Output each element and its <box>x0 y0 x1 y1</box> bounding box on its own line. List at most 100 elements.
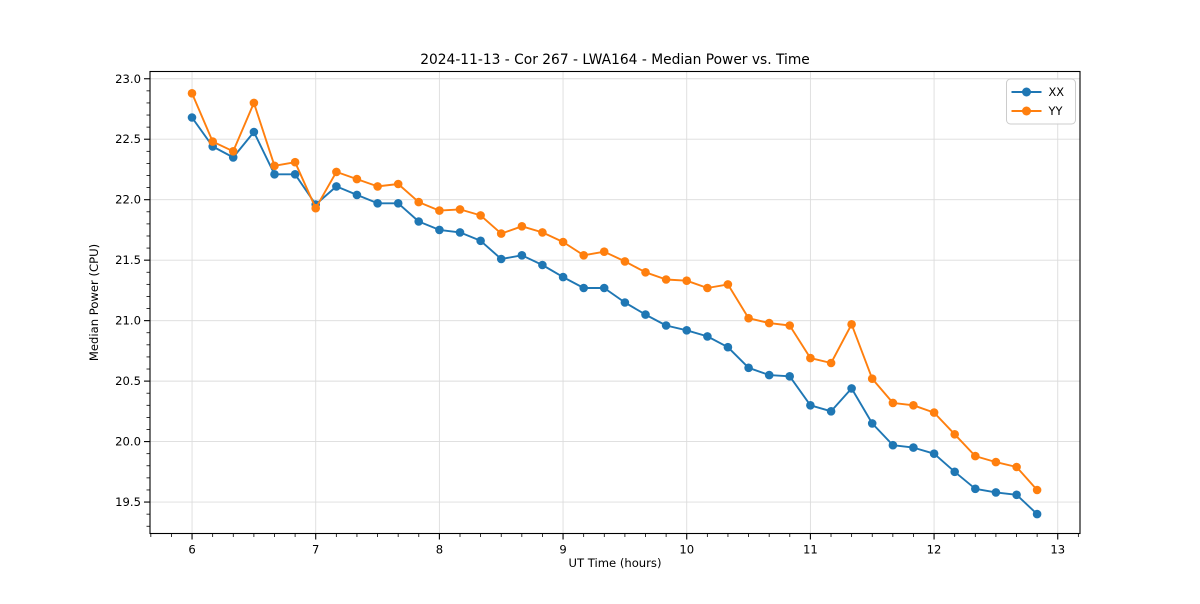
data-point-yy <box>971 451 980 461</box>
data-point-yy <box>1032 485 1042 495</box>
data-point-yy <box>517 222 527 231</box>
data-point-xx <box>620 298 630 307</box>
data-point-xx <box>723 342 733 352</box>
data-point-yy <box>867 374 877 384</box>
data-point-yy <box>785 321 794 330</box>
data-point-yy <box>641 268 650 277</box>
data-point-xx <box>950 467 959 477</box>
y-tick-label: 19.5 <box>115 495 141 509</box>
data-point-xx <box>703 332 712 341</box>
data-point-yy <box>311 203 321 213</box>
data-point-xx <box>352 190 362 200</box>
data-point-xx <box>1032 509 1042 519</box>
data-point-xx <box>991 488 1001 497</box>
series-line-yy <box>191 92 1038 491</box>
data-point-yy <box>723 280 733 289</box>
legend-entry-yy: YY <box>1048 104 1063 118</box>
axes: 6 7 8 9 10 11 12 13 19.5 20.0 20.5 21.0 21.5 22.0 22.5… <box>115 70 1081 557</box>
data-point-xx <box>682 326 691 335</box>
data-point-yy <box>352 174 362 184</box>
data-point-xx <box>270 170 279 179</box>
data-point-yy <box>991 457 1001 467</box>
data-point-yy <box>579 251 588 260</box>
data-point-xx <box>641 310 650 319</box>
data-point-yy <box>435 206 444 215</box>
y-tick-label: 21.0 <box>115 314 141 328</box>
x-axis-label: UT Time (hours) <box>569 556 662 570</box>
data-series <box>187 89 1042 519</box>
data-point-yy <box>187 89 197 98</box>
x-tick-label: 10 <box>679 543 694 557</box>
data-point-xx <box>558 272 568 282</box>
data-point-yy <box>414 197 424 207</box>
data-point-xx <box>826 407 836 416</box>
data-point-xx <box>332 182 341 191</box>
legend-swatch-marker <box>1022 106 1031 116</box>
data-point-xx <box>414 217 424 226</box>
data-point-xx <box>187 113 197 122</box>
data-point-xx <box>971 484 980 494</box>
data-point-yy <box>806 353 815 363</box>
chart-title: 2024-11-13 - Cor 267 - LWA164 - Median P… <box>420 52 810 68</box>
data-point-yy <box>1012 462 1021 472</box>
legend-swatch-marker <box>1022 87 1031 97</box>
data-point-xx <box>476 236 485 246</box>
data-point-yy <box>332 167 341 177</box>
data-point-xx <box>435 225 444 235</box>
data-point-xx <box>517 251 527 260</box>
data-point-xx <box>867 419 877 428</box>
x-tick-label: 12 <box>927 543 942 557</box>
data-point-yy <box>950 430 959 439</box>
data-point-yy <box>496 229 506 238</box>
data-point-yy <box>228 147 238 156</box>
data-point-yy <box>599 247 609 256</box>
data-point-xx <box>1012 490 1021 500</box>
x-tick-label: 9 <box>559 543 566 557</box>
data-point-yy <box>703 283 712 293</box>
data-point-xx <box>744 363 753 373</box>
data-point-xx <box>373 199 382 208</box>
y-tick-label: 21.5 <box>115 253 141 267</box>
x-tick-label: 6 <box>188 543 195 557</box>
plot-border <box>149 70 1081 535</box>
data-point-yy <box>558 237 568 247</box>
y-tick-label: 20.5 <box>115 374 141 388</box>
series-line-xx <box>191 116 1038 515</box>
data-point-xx <box>661 321 671 330</box>
data-point-yy <box>476 211 485 220</box>
data-point-xx <box>764 370 774 380</box>
data-point-yy <box>744 313 753 323</box>
data-point-yy <box>208 137 217 146</box>
data-point-xx <box>888 440 898 450</box>
data-point-yy <box>682 276 691 286</box>
x-tick-label: 13 <box>1050 543 1065 557</box>
data-point-yy <box>270 161 279 171</box>
data-point-yy <box>373 182 382 191</box>
x-tick-label: 11 <box>803 543 818 557</box>
data-point-yy <box>455 205 465 214</box>
legend: XX YY <box>1006 78 1076 125</box>
data-point-xx <box>290 170 300 179</box>
data-point-xx <box>847 384 856 393</box>
y-tick-label: 23.0 <box>115 72 141 86</box>
data-point-yy <box>909 401 918 410</box>
data-point-xx <box>929 449 939 459</box>
data-point-xx <box>579 283 588 293</box>
data-point-yy <box>888 398 898 408</box>
y-tick-label: 22.0 <box>115 193 141 207</box>
data-point-xx <box>249 127 259 137</box>
y-tick-label: 22.5 <box>115 132 141 146</box>
data-point-yy <box>620 257 630 266</box>
data-point-yy <box>393 179 403 189</box>
data-point-xx <box>538 260 547 270</box>
data-point-yy <box>249 98 259 108</box>
y-tick-label: 20.0 <box>115 435 141 449</box>
data-point-yy <box>538 228 547 237</box>
data-point-xx <box>496 254 506 264</box>
x-tick-label: 7 <box>312 543 319 557</box>
data-point-xx <box>806 401 815 410</box>
data-point-xx <box>599 283 609 293</box>
data-point-yy <box>929 408 939 417</box>
